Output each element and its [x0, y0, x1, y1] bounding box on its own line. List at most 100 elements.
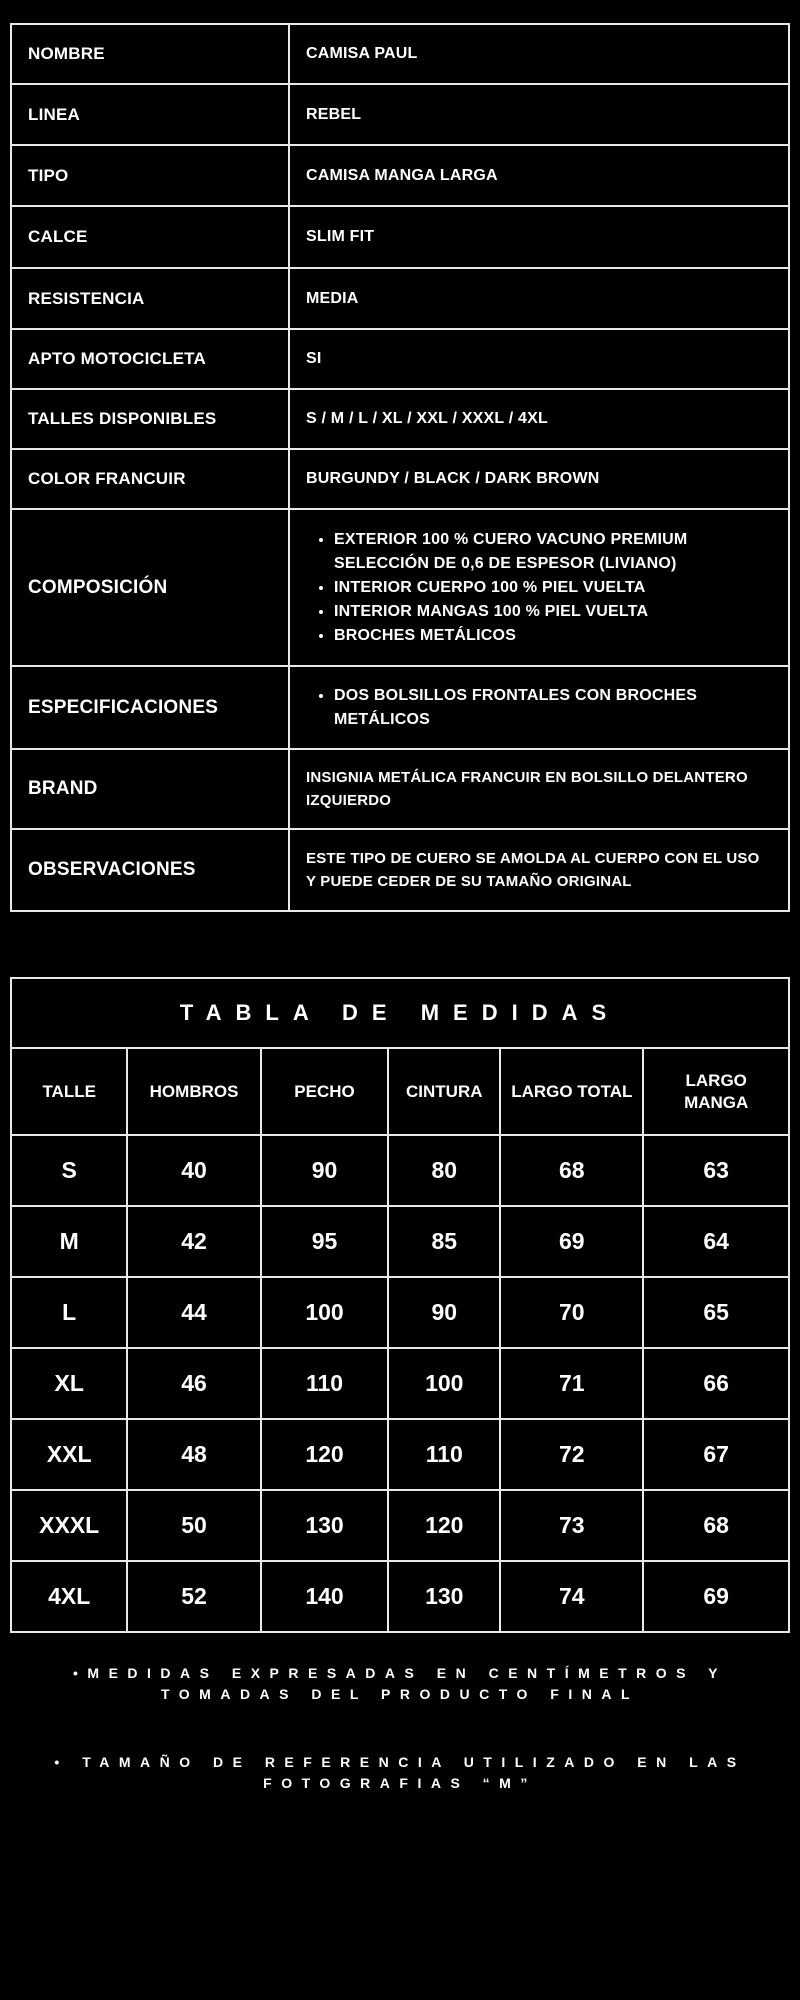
spec-row: COLOR FRANCUIR BURGUNDY / BLACK / DARK BR…: [10, 448, 790, 510]
spec-label: COMPOSICIÓN: [10, 508, 290, 667]
spec-row: APTO MOTOCICLETA SI: [10, 328, 790, 390]
spec-label: NOMBRE: [10, 23, 290, 85]
size-cell: 69: [499, 1205, 645, 1278]
spec-row-observaciones: OBSERVACIONES ESTE TIPO DE CUERO SE AMOLD…: [10, 828, 790, 912]
spec-row-composicion: COMPOSICIÓN EXTERIOR 100 % CUERO VACUNO P…: [10, 508, 790, 667]
size-chart-header: HOMBROS: [126, 1047, 262, 1136]
spec-row: LINEA REBEL: [10, 83, 790, 146]
size-cell: 63: [642, 1134, 790, 1207]
size-cell: 100: [387, 1347, 502, 1420]
spec-label: TALLES DISPONIBLES: [10, 388, 290, 450]
size-cell: 44: [126, 1276, 262, 1349]
size-cell: 68: [499, 1134, 645, 1207]
note-reference-size: • TAMAÑO DE REFERENCIA UTILIZADO EN LAS …: [54, 1754, 746, 1791]
size-cell: 71: [499, 1347, 645, 1420]
size-cell: 130: [259, 1489, 390, 1562]
size-row: XXXL 50 130 120 73 68: [9, 1489, 790, 1562]
note-measurements: •MEDIDAS EXPRESADAS EN CENTÍMETROS Y TOM…: [73, 1665, 727, 1702]
size-cell: 110: [259, 1347, 390, 1420]
size-cell: XL: [9, 1347, 129, 1420]
spec-value: SLIM FIT: [288, 205, 790, 269]
size-chart-header: LARGO MANGA: [642, 1047, 790, 1136]
size-cell: 80: [387, 1134, 502, 1207]
spec-row-especificaciones: ESPECIFICACIONES DOS BOLSILLOS FRONTALES …: [10, 665, 790, 750]
spec-value: MEDIA: [288, 267, 790, 330]
spec-label: TIPO: [10, 144, 290, 207]
spec-label: CALCE: [10, 205, 290, 269]
list-item: EXTERIOR 100 % CUERO VACUNO PREMIUM SELE…: [334, 528, 772, 576]
size-cell: 50: [126, 1489, 262, 1562]
spec-label: RESISTENCIA: [10, 267, 290, 330]
size-cell: 68: [642, 1489, 790, 1562]
spec-value: DOS BOLSILLOS FRONTALES CON BROCHES METÁ…: [288, 665, 790, 750]
size-chart-header: CINTURA: [387, 1047, 502, 1136]
size-cell: 140: [259, 1560, 390, 1633]
size-cell: 90: [387, 1276, 502, 1349]
spec-value: BURGUNDY / BLACK / DARK BROWN: [288, 448, 790, 510]
spec-label: LINEA: [10, 83, 290, 146]
size-cell: XXXL: [9, 1489, 129, 1562]
size-cell: 69: [642, 1560, 790, 1633]
spec-value: S / M / L / XL / XXL / XXXL / 4XL: [288, 388, 790, 450]
size-cell: 66: [642, 1347, 790, 1420]
size-row: XL 46 110 100 71 66: [9, 1347, 790, 1420]
list-item: DOS BOLSILLOS FRONTALES CON BROCHES METÁ…: [334, 684, 772, 732]
size-cell: 90: [259, 1134, 390, 1207]
spec-row: NOMBRE CAMISA PAUL: [10, 23, 790, 85]
spec-value: SI: [288, 328, 790, 390]
size-cell: S: [9, 1134, 129, 1207]
size-cell: 46: [126, 1347, 262, 1420]
size-row: L 44 100 90 70 65: [9, 1276, 790, 1349]
size-cell: 120: [387, 1489, 502, 1562]
size-cell: 100: [259, 1276, 390, 1349]
spec-value: REBEL: [288, 83, 790, 146]
especificaciones-list: DOS BOLSILLOS FRONTALES CON BROCHES METÁ…: [306, 684, 772, 732]
spec-value: CAMISA PAUL: [288, 23, 790, 85]
size-cell: 95: [259, 1205, 390, 1278]
spec-value: EXTERIOR 100 % CUERO VACUNO PREMIUM SELE…: [288, 508, 790, 667]
size-cell: 70: [499, 1276, 645, 1349]
size-chart-header: TALLE: [9, 1047, 129, 1136]
size-cell: 73: [499, 1489, 645, 1562]
size-cell: 52: [126, 1560, 262, 1633]
spec-row-brand: BRAND INSIGNIA METÁLICA FRANCUIR EN BOLSI…: [10, 748, 790, 830]
composicion-list: EXTERIOR 100 % CUERO VACUNO PREMIUM SELE…: [306, 528, 772, 648]
size-row: M 42 95 85 69 64: [9, 1205, 790, 1278]
size-chart-title: TABLA DE MEDIDAS: [10, 977, 790, 1049]
size-cell: 85: [387, 1205, 502, 1278]
size-cell: 48: [126, 1418, 262, 1491]
size-chart-table: TABLA DE MEDIDAS TALLE HOMBROS PECHO CINTUR…: [9, 977, 790, 1633]
size-cell: 72: [499, 1418, 645, 1491]
size-row: XXL 48 120 110 72 67: [9, 1418, 790, 1491]
size-cell: XXL: [9, 1418, 129, 1491]
size-cell: M: [9, 1205, 129, 1278]
size-cell: L: [9, 1276, 129, 1349]
spec-row: TIPO CAMISA MANGA LARGA: [10, 144, 790, 207]
size-cell: 67: [642, 1418, 790, 1491]
spec-label: OBSERVACIONES: [10, 828, 290, 912]
size-row: 4XL 52 140 130 74 69: [9, 1560, 790, 1633]
spec-row: RESISTENCIA MEDIA: [10, 267, 790, 330]
size-cell: 120: [259, 1418, 390, 1491]
size-cell: 42: [126, 1205, 262, 1278]
spec-value: CAMISA MANGA LARGA: [288, 144, 790, 207]
size-row: S 40 90 80 68 63: [9, 1134, 790, 1207]
size-cell: 65: [642, 1276, 790, 1349]
size-cell: 40: [126, 1134, 262, 1207]
spec-label: ESPECIFICACIONES: [10, 665, 290, 750]
spec-label: COLOR FRANCUIR: [10, 448, 290, 510]
spec-value: ESTE TIPO DE CUERO SE AMOLDA AL CUERPO C…: [288, 828, 790, 912]
spec-row: CALCE SLIM FIT: [10, 205, 790, 269]
list-item: INTERIOR MANGAS 100 % PIEL VUELTA: [334, 600, 772, 624]
spec-label: APTO MOTOCICLETA: [10, 328, 290, 390]
list-item: BROCHES METÁLICOS: [334, 624, 772, 648]
list-item: INTERIOR CUERPO 100 % PIEL VUELTA: [334, 576, 772, 600]
size-chart-header: PECHO: [259, 1047, 390, 1136]
size-cell: 130: [387, 1560, 502, 1633]
size-cell: 4XL: [9, 1560, 129, 1633]
product-specs-table: NOMBRE CAMISA PAUL LINEA REBEL TIPO CAMISA MA…: [10, 23, 790, 912]
spec-value: INSIGNIA METÁLICA FRANCUIR EN BOLSILLO D…: [288, 748, 790, 830]
size-cell: 74: [499, 1560, 645, 1633]
size-cell: 110: [387, 1418, 502, 1491]
size-chart-header: LARGO TOTAL: [499, 1047, 645, 1136]
